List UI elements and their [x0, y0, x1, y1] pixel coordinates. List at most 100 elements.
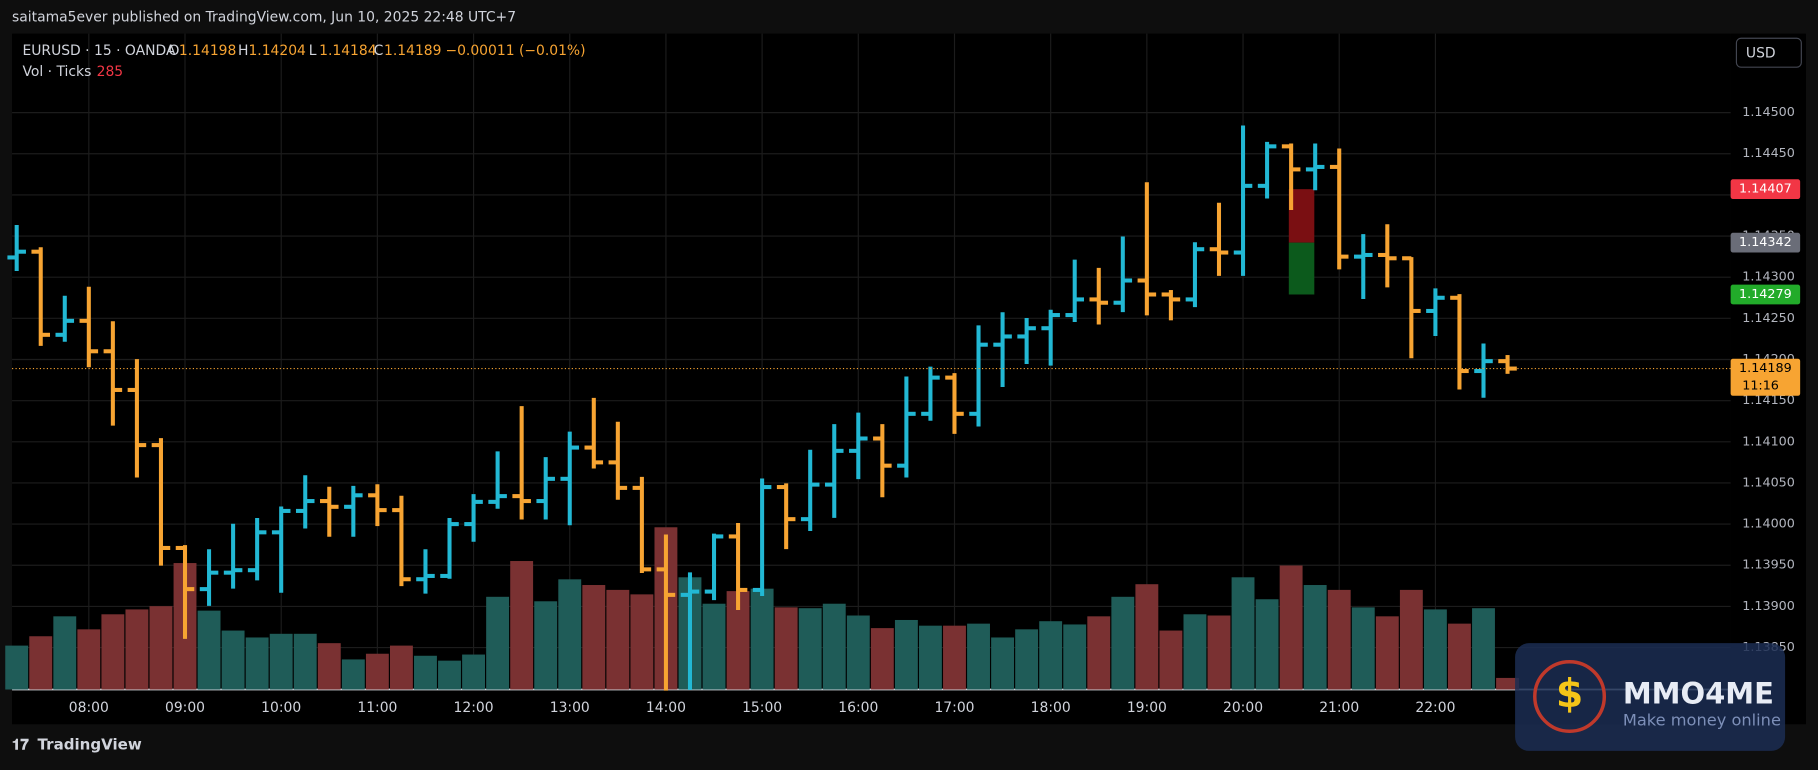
target-zone [1288, 242, 1315, 295]
currency[interactable]: USD [1746, 45, 1776, 61]
volume-bar [1375, 616, 1399, 690]
brand: TradingView [38, 736, 142, 754]
target-label: 1.14279 [1739, 287, 1792, 302]
x-tick-label: 09:00 [165, 700, 205, 716]
volume-bar [341, 659, 365, 690]
x-tick-label: 17:00 [934, 700, 974, 716]
volume-bar [918, 625, 942, 690]
volume-bar [245, 637, 269, 690]
volume-bar [846, 615, 870, 690]
volume-bar [1087, 616, 1111, 690]
volume-bar [630, 594, 654, 690]
volume-bar [438, 660, 461, 690]
volume-bar [53, 616, 77, 690]
x-tick-label: 10:00 [261, 700, 301, 716]
volume-bar [991, 637, 1015, 690]
volume-bar [1327, 589, 1351, 690]
volume-bar [1159, 630, 1183, 690]
volume-bar [1303, 585, 1327, 690]
y-tick-label: 1.13950 [1742, 558, 1795, 573]
y-tick-label: 1.14050 [1742, 475, 1795, 490]
countdown: 11:16 [1742, 378, 1779, 393]
ohlc-key: L [309, 43, 317, 59]
currency-button[interactable] [1735, 37, 1802, 68]
watermark-title: MMO4ME [1623, 676, 1774, 710]
volume-bar [77, 629, 101, 690]
volume-bar [1496, 677, 1519, 690]
volume-bar [389, 645, 413, 690]
y-tick-label: 1.14100 [1742, 434, 1795, 449]
volume-bar [1351, 607, 1375, 690]
time-axis [12, 689, 1731, 725]
volume-bar [510, 561, 534, 690]
publisher: saitama5ever published on TradingView.co… [12, 9, 516, 25]
volume-bar [1063, 624, 1087, 690]
volume-bar [365, 653, 389, 690]
volume-bar [317, 643, 341, 690]
y-tick-label: 1.14450 [1742, 146, 1795, 161]
watermark: $ MMO4ME Make money online [1515, 643, 1786, 751]
plot-area [12, 33, 1731, 690]
volume-bar [29, 636, 53, 690]
watermark-subtitle: Make money online [1623, 710, 1781, 729]
volume-bar [798, 608, 822, 690]
x-tick-label: 22:00 [1415, 700, 1455, 716]
volume-bar [293, 633, 317, 690]
stop-label-box [1730, 179, 1801, 199]
volume-bar [750, 588, 774, 690]
volume-bar [221, 630, 245, 690]
volume-bar [5, 645, 29, 690]
last-price-box [1730, 358, 1801, 396]
volume-bar [1399, 589, 1423, 690]
target-label-box [1730, 284, 1801, 305]
volume-value: 285 [97, 64, 124, 80]
x-tick-label: 19:00 [1127, 700, 1167, 716]
brand-logo: 𝟏𝟕 [12, 736, 29, 754]
y-tick-label: 1.13900 [1742, 599, 1795, 614]
volume-bar [894, 619, 918, 690]
ohlc-value: 1.14184 [319, 43, 377, 59]
volume-bar [1423, 609, 1447, 690]
volume-bar [558, 579, 582, 690]
x-tick-label: 21:00 [1319, 700, 1359, 716]
ohlc-key: H [238, 43, 248, 59]
volume-bar [486, 596, 510, 690]
volume-bar [125, 609, 149, 690]
volume-bar [197, 610, 221, 690]
x-tick-label: 15:00 [742, 700, 782, 716]
volume-label: Vol · Ticks [22, 64, 91, 80]
volume-bar [1015, 629, 1039, 690]
x-tick-label: 13:00 [550, 700, 590, 716]
volume-bar [1135, 584, 1159, 690]
volume-bar [462, 654, 486, 690]
ohlc-value: 1.14198 [179, 43, 236, 59]
volume-bar [822, 603, 846, 690]
volume-bar [582, 585, 606, 690]
entry-label: 1.14342 [1739, 235, 1792, 250]
last-price-label: 1.14189 [1739, 361, 1792, 376]
volume-bar [967, 623, 990, 690]
volume-bar [1472, 608, 1495, 690]
volume-bar [149, 606, 173, 690]
x-tick-label: 20:00 [1223, 700, 1263, 716]
volume-bar [774, 607, 798, 690]
ohlc-key: C [374, 43, 384, 59]
ohlc-value: 1.14204 [248, 43, 306, 59]
volume-bar [943, 625, 966, 690]
watermark-ring [1533, 659, 1607, 733]
x-tick-label: 16:00 [838, 700, 878, 716]
y-tick-label: 1.14000 [1742, 517, 1795, 532]
volume-bar [1231, 577, 1255, 690]
y-tick-label: 1.14500 [1742, 105, 1795, 120]
watermark-icon: $ [1556, 671, 1583, 717]
volume-bar [726, 591, 750, 690]
x-tick-label: 14:00 [646, 700, 686, 716]
volume-bar [1183, 614, 1207, 690]
ohlc-value: 1.14189 [384, 43, 441, 59]
y-tick-label: 1.14150 [1742, 393, 1795, 408]
volume-bar [870, 628, 894, 690]
volume-bar [269, 633, 293, 690]
volume-bar [1448, 623, 1471, 690]
